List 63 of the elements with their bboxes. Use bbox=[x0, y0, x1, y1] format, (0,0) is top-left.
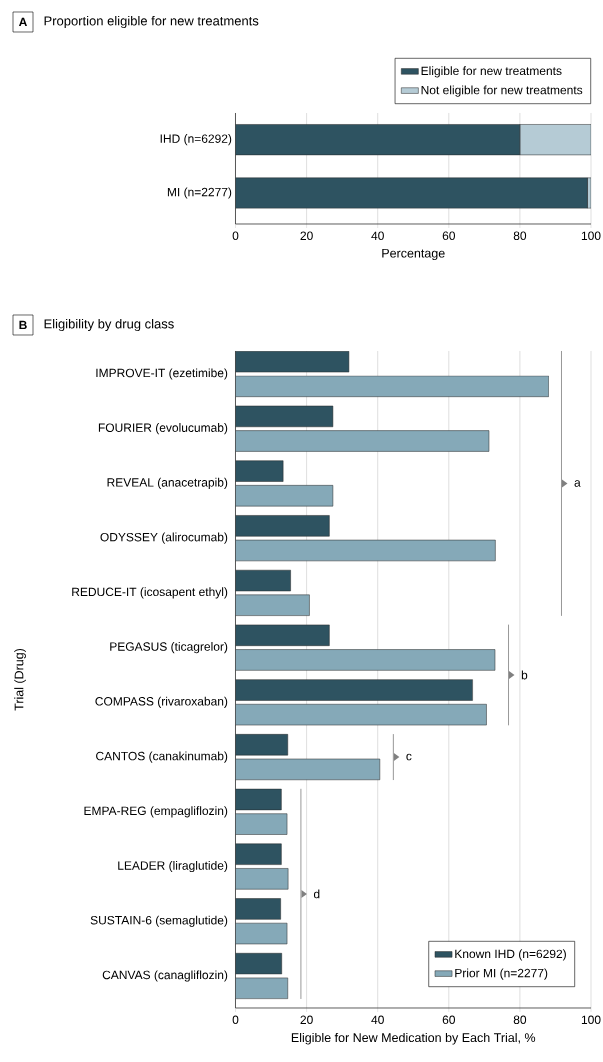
bar bbox=[235, 624, 330, 646]
x-tick-label: 100 bbox=[581, 1015, 601, 1025]
bar bbox=[235, 813, 288, 835]
legend-label: Known IHD (n=6292) bbox=[455, 949, 566, 961]
bar bbox=[235, 460, 284, 482]
x-tick-label: 20 bbox=[300, 1015, 313, 1025]
y-tick-label: LEADER (liraglutide) bbox=[118, 860, 228, 873]
bar bbox=[235, 375, 549, 397]
x-axis-title: Eligible for New Medication by Each Trial, % bbox=[291, 1032, 536, 1045]
y-tick-label: MI (n=2277) bbox=[167, 187, 232, 199]
bar bbox=[235, 679, 473, 701]
y-tick-label: ODYSSEY (alirocumab) bbox=[100, 532, 228, 544]
y-tick-label: SUSTAIN-6 (semaglutide) bbox=[90, 915, 228, 927]
bar bbox=[235, 758, 381, 781]
y-tick-label: REDUCE-IT (icosapent ethyl) bbox=[72, 587, 228, 599]
x-tick-label: 0 bbox=[232, 231, 239, 241]
bar bbox=[235, 405, 334, 428]
x-tick-label: 60 bbox=[442, 1015, 456, 1025]
y-tick-label: IHD (n=6292) bbox=[160, 134, 232, 146]
annotation: c bbox=[406, 753, 412, 761]
legend-label: Not eligible for new treatments bbox=[421, 85, 583, 97]
bar bbox=[235, 177, 588, 209]
y-tick-label: COMPASS (rivaroxaban) bbox=[95, 696, 228, 708]
y-tick-label: CANVAS (canagliflozin) bbox=[102, 970, 228, 982]
annotation: d bbox=[313, 889, 320, 899]
bar bbox=[235, 485, 334, 507]
bar bbox=[235, 843, 282, 865]
legend-label: Prior MI (n=2277) bbox=[455, 968, 548, 980]
y-tick-label: REVEAL (anacetrapib) bbox=[107, 477, 228, 490]
chart-title: Proportion eligible for new treatments bbox=[44, 15, 259, 29]
y-axis-title: Trial (Drug) bbox=[14, 648, 26, 711]
y-tick-label: IMPROVE-IT (ezetimibe) bbox=[96, 368, 228, 380]
bar bbox=[235, 734, 289, 756]
bar bbox=[235, 898, 281, 920]
x-tick-label: 40 bbox=[371, 231, 384, 241]
bar bbox=[235, 788, 282, 811]
y-tick-label: PEGASUS (ticagrelor) bbox=[110, 642, 228, 654]
text: A bbox=[18, 17, 28, 27]
x-axis-title: Percentage bbox=[382, 248, 445, 261]
bar bbox=[235, 649, 496, 671]
text: B bbox=[19, 320, 27, 330]
annotation: b bbox=[521, 670, 528, 680]
y-tick-label: FOURIER (evolucumab) bbox=[98, 423, 228, 435]
bar bbox=[235, 594, 310, 616]
y-tick-label: CANTOS (canakinumab) bbox=[96, 751, 228, 763]
text: Eligibility by drug class bbox=[44, 318, 174, 332]
bar bbox=[235, 868, 289, 890]
legend-label: Eligible for new treatments bbox=[421, 66, 562, 78]
x-tick-label: 100 bbox=[581, 231, 601, 241]
x-tick-label: 40 bbox=[371, 1015, 384, 1025]
bar bbox=[235, 351, 350, 373]
bar bbox=[235, 569, 291, 592]
x-tick-label: 60 bbox=[442, 231, 456, 241]
bar bbox=[235, 539, 496, 562]
x-tick-label: 20 bbox=[300, 231, 313, 241]
annotation: a bbox=[574, 480, 581, 487]
bar bbox=[235, 515, 330, 537]
x-tick-label: 0 bbox=[232, 1015, 239, 1025]
y-tick-label: EMPA-REG (empagliflozin) bbox=[84, 806, 228, 818]
bar bbox=[235, 704, 487, 726]
bar bbox=[235, 430, 490, 452]
x-tick-label: 80 bbox=[513, 1015, 527, 1025]
x-tick-label: 80 bbox=[513, 231, 527, 241]
